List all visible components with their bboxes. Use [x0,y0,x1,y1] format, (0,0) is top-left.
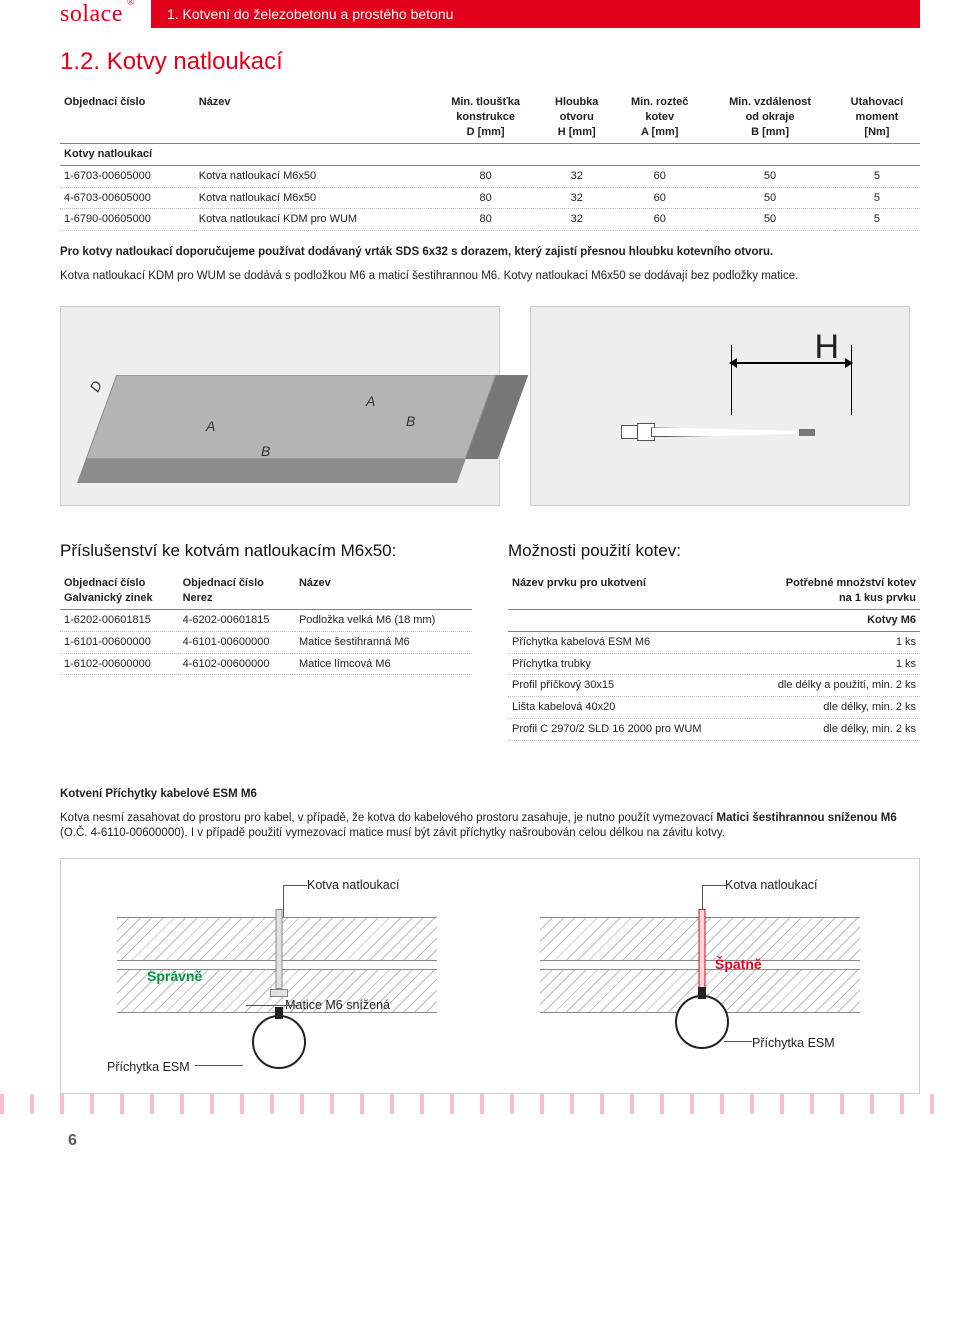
table-row: Profil C 2970/2 SLD 16 2000 pro WUMdle d… [508,719,920,741]
table-row: 4-6703-00605000Kotva natloukací M6x50803… [60,187,920,209]
mounting-note-bold: Matici šestihrannou sníženou M6 [717,812,897,824]
table-row: Profil příčkový 30x15dle délky a použití… [508,675,920,697]
usage-table: Název prvku pro ukotveníPotřebné množstv… [508,573,920,741]
table-row: Příchytka trubky1 ks [508,653,920,675]
dim-label-d: D [85,378,106,396]
clip-icon [252,1015,306,1069]
anchors-col-header: Název [195,92,431,143]
registered-mark: ® [127,0,135,9]
dim-label-a: A [206,417,215,436]
supply-note-paragraph: Kotva natloukací KDM pro WUM se dodává s… [60,269,920,285]
anchors-col-header: Min. tloušťkakonstrukceD [mm] [431,92,540,143]
accessories-heading: Příslušenství ke kotvám natloukacím M6x5… [60,540,472,563]
table-row: Lišta kabelová 40x20dle délky, min. 2 ks [508,697,920,719]
brand-text: solace [60,1,123,27]
anchors-table: Objednací čísloNázevMin. tloušťkakonstru… [60,92,920,231]
anchors-col-header: Min. roztečkotevA [mm] [613,92,706,143]
usage-category: Kotvy M6 [508,609,920,631]
anchors-col-header: Min. vzdálenostod okrajeB [mm] [706,92,834,143]
dimension-diagrams: D A B A B H [60,306,920,506]
anchors-category: Kotvy natloukací [60,143,920,165]
accessories-col-header: Objednací čísloNerez [179,573,295,609]
page-number: 6 [60,1130,920,1152]
label-prichytka-1: Příchytka ESM [107,1059,190,1076]
chapter-heading: 1. Kotvení do železobetonu a prostého be… [151,0,920,28]
accessories-table: Objednací čísloGalvanický zinekObjednací… [60,573,472,675]
label-prichytka-2: Příchytka ESM [752,1035,835,1052]
label-kotva-1: Kotva natloukací [307,877,399,894]
slab-diagram: D A B A B [60,306,500,506]
dim-label-b: B [261,442,270,461]
mounting-note-heading: Kotvení Příchytky kabelové ESM M6 [60,787,920,803]
table-row: 1-6102-006000004-6102-00600000Matice lím… [60,653,472,675]
anchors-col-header: Utahovacímoment[Nm] [834,92,920,143]
table-row: Příchytka kabelová ESM M61 ks [508,631,920,653]
clip-icon-2 [675,995,729,1049]
dim-label-b2: B [406,412,415,431]
label-spravne: Správně [147,967,202,986]
mounting-note-pre: Kotva nesmí zasahovat do prostoru pro ka… [60,812,717,824]
anchors-col-header: HloubkaotvoruH [mm] [540,92,613,143]
brand-logo: solace ® [60,0,123,30]
recommendation-paragraph: Pro kotvy natloukací doporučujeme použív… [60,245,920,261]
table-row: 1-6703-00605000Kotva natloukací M6x50803… [60,165,920,187]
anchors-col-header: Objednací číslo [60,92,195,143]
mounting-wrong: Kotva natloukací Špatně Příchytka ESM [510,877,893,1077]
mounting-correct: Kotva natloukací Správně Matice M6 sníže… [87,877,470,1077]
label-matice: Matice M6 snížená [285,997,390,1014]
section-title: 1.2. Kotvy natloukací [60,46,920,78]
usage-col-header: Potřebné množství kotevna 1 kus prvku [745,573,920,609]
anchor-icon [581,417,831,445]
table-row: 1-6790-00605000Kotva natloukací KDM pro … [60,209,920,231]
footer-hatch [0,1094,960,1114]
mounting-note-post: (O.Č. 4-6110-00600000). I v případě použ… [60,827,725,839]
label-kotva-2: Kotva natloukací [725,877,817,894]
table-row: 1-6202-006018154-6202-00601815Podložka v… [60,609,472,631]
dim-label-a2: A [366,392,375,411]
usage-col-header: Název prvku pro ukotvení [508,573,745,609]
table-row: 1-6101-006000004-6101-00600000Matice šes… [60,631,472,653]
mounting-diagrams: Kotva natloukací Správně Matice M6 sníže… [60,858,920,1094]
anchor-cross-section: H [530,306,910,506]
accessories-col-header: Název [295,573,472,609]
dim-label-h: H [814,325,839,371]
label-spatne: Špatně [715,955,762,974]
usage-heading: Možnosti použití kotev: [508,540,920,563]
mounting-note-body: Kotva nesmí zasahovat do prostoru pro ka… [60,811,920,842]
accessories-col-header: Objednací čísloGalvanický zinek [60,573,179,609]
